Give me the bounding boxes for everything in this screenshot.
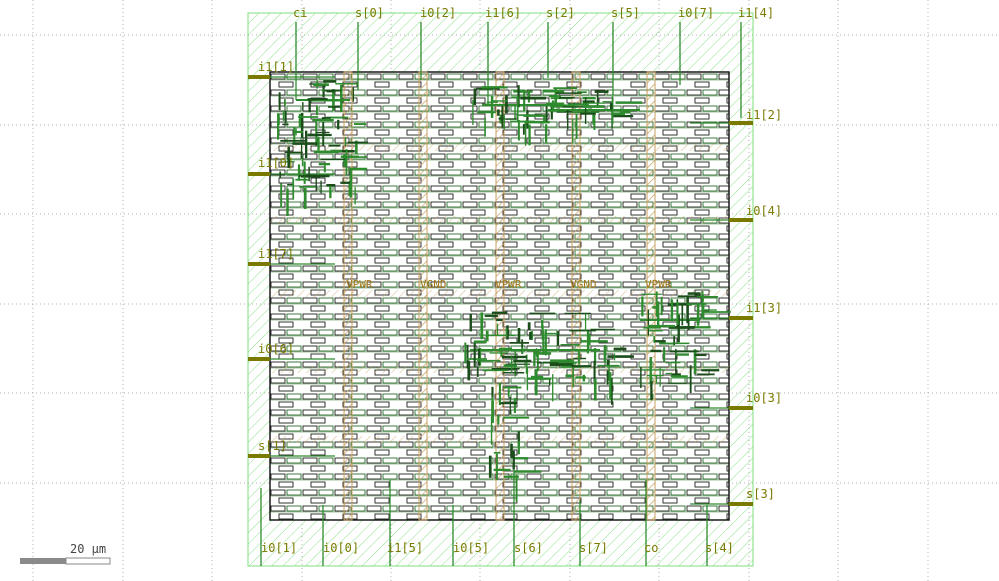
pin-label: ci — [293, 6, 307, 20]
power-rail — [571, 71, 581, 521]
pin-stub — [248, 357, 270, 361]
pin-stub — [248, 75, 270, 79]
bottom-pins: i0[1] i0[0] i1[5] i0[5] s[6] s[7] co s[4… — [261, 541, 734, 555]
power-rail — [418, 71, 428, 521]
rail-labels: VPWR VGND VPWR VGND VPWR — [346, 278, 672, 291]
pin-label: co — [644, 541, 658, 555]
pin-label: i0[2] — [420, 6, 456, 20]
pin-label: i0[5] — [453, 541, 489, 555]
top-pins: ci s[0] i0[2] i1[6] s[2] s[5] i0[7] i1[4… — [293, 6, 774, 20]
pin-label: i1[7] — [258, 247, 294, 261]
pin-label: i0[4] — [746, 204, 782, 218]
rail-label: VPWR — [645, 278, 672, 291]
power-rail — [343, 71, 353, 521]
pin-label: i1[3] — [746, 301, 782, 315]
pin-label: i1[2] — [746, 108, 782, 122]
pin-label: i1[0] — [258, 156, 294, 170]
pin-stub — [729, 406, 753, 410]
power-rail — [495, 71, 505, 521]
pin-label: s[2] — [546, 6, 575, 20]
pin-label: i1[6] — [485, 6, 521, 20]
scale-bar-label: 20 µm — [70, 542, 106, 556]
pin-stub — [248, 454, 270, 458]
pin-stub — [248, 172, 270, 176]
pin-label: s[3] — [746, 487, 775, 501]
pin-label: s[7] — [579, 541, 608, 555]
rail-label: VGND — [420, 278, 447, 291]
pin-label: i0[0] — [323, 541, 359, 555]
scale-bar: 20 µm — [20, 542, 111, 565]
rail-label: VPWR — [346, 278, 373, 291]
pin-label: s[4] — [705, 541, 734, 555]
rail-label: VPWR — [495, 278, 522, 291]
pin-label: i1[1] — [258, 60, 294, 74]
pin-stub — [729, 316, 753, 320]
standard-cell-clusters — [277, 80, 731, 502]
pin-label: i0[7] — [678, 6, 714, 20]
pin-label: i0[6] — [258, 342, 294, 356]
pin-label: i0[3] — [746, 391, 782, 405]
right-pins: i1[2] i0[4] i1[3] i0[3] s[3] — [746, 108, 782, 501]
pin-label: i0[1] — [261, 541, 297, 555]
pin-stub — [248, 262, 270, 266]
rail-label: VGND — [570, 278, 597, 291]
pin-label: i1[5] — [387, 541, 423, 555]
signal-routing — [248, 22, 753, 566]
pin-stub — [729, 502, 753, 506]
pin-stub — [729, 218, 753, 222]
pin-label: s[5] — [611, 6, 640, 20]
power-rail — [646, 71, 656, 521]
pin-label: s[0] — [355, 6, 384, 20]
pin-label: s[1] — [258, 439, 287, 453]
scale-bar-open — [65, 557, 111, 565]
pin-stub — [729, 121, 753, 125]
power-rails-vertical — [343, 71, 656, 521]
pin-label: i1[4] — [738, 6, 774, 20]
pin-label: s[6] — [514, 541, 543, 555]
scale-bar-filled — [20, 558, 66, 564]
left-pins: i1[1] i1[0] i1[7] i0[6] s[1] — [258, 60, 294, 453]
